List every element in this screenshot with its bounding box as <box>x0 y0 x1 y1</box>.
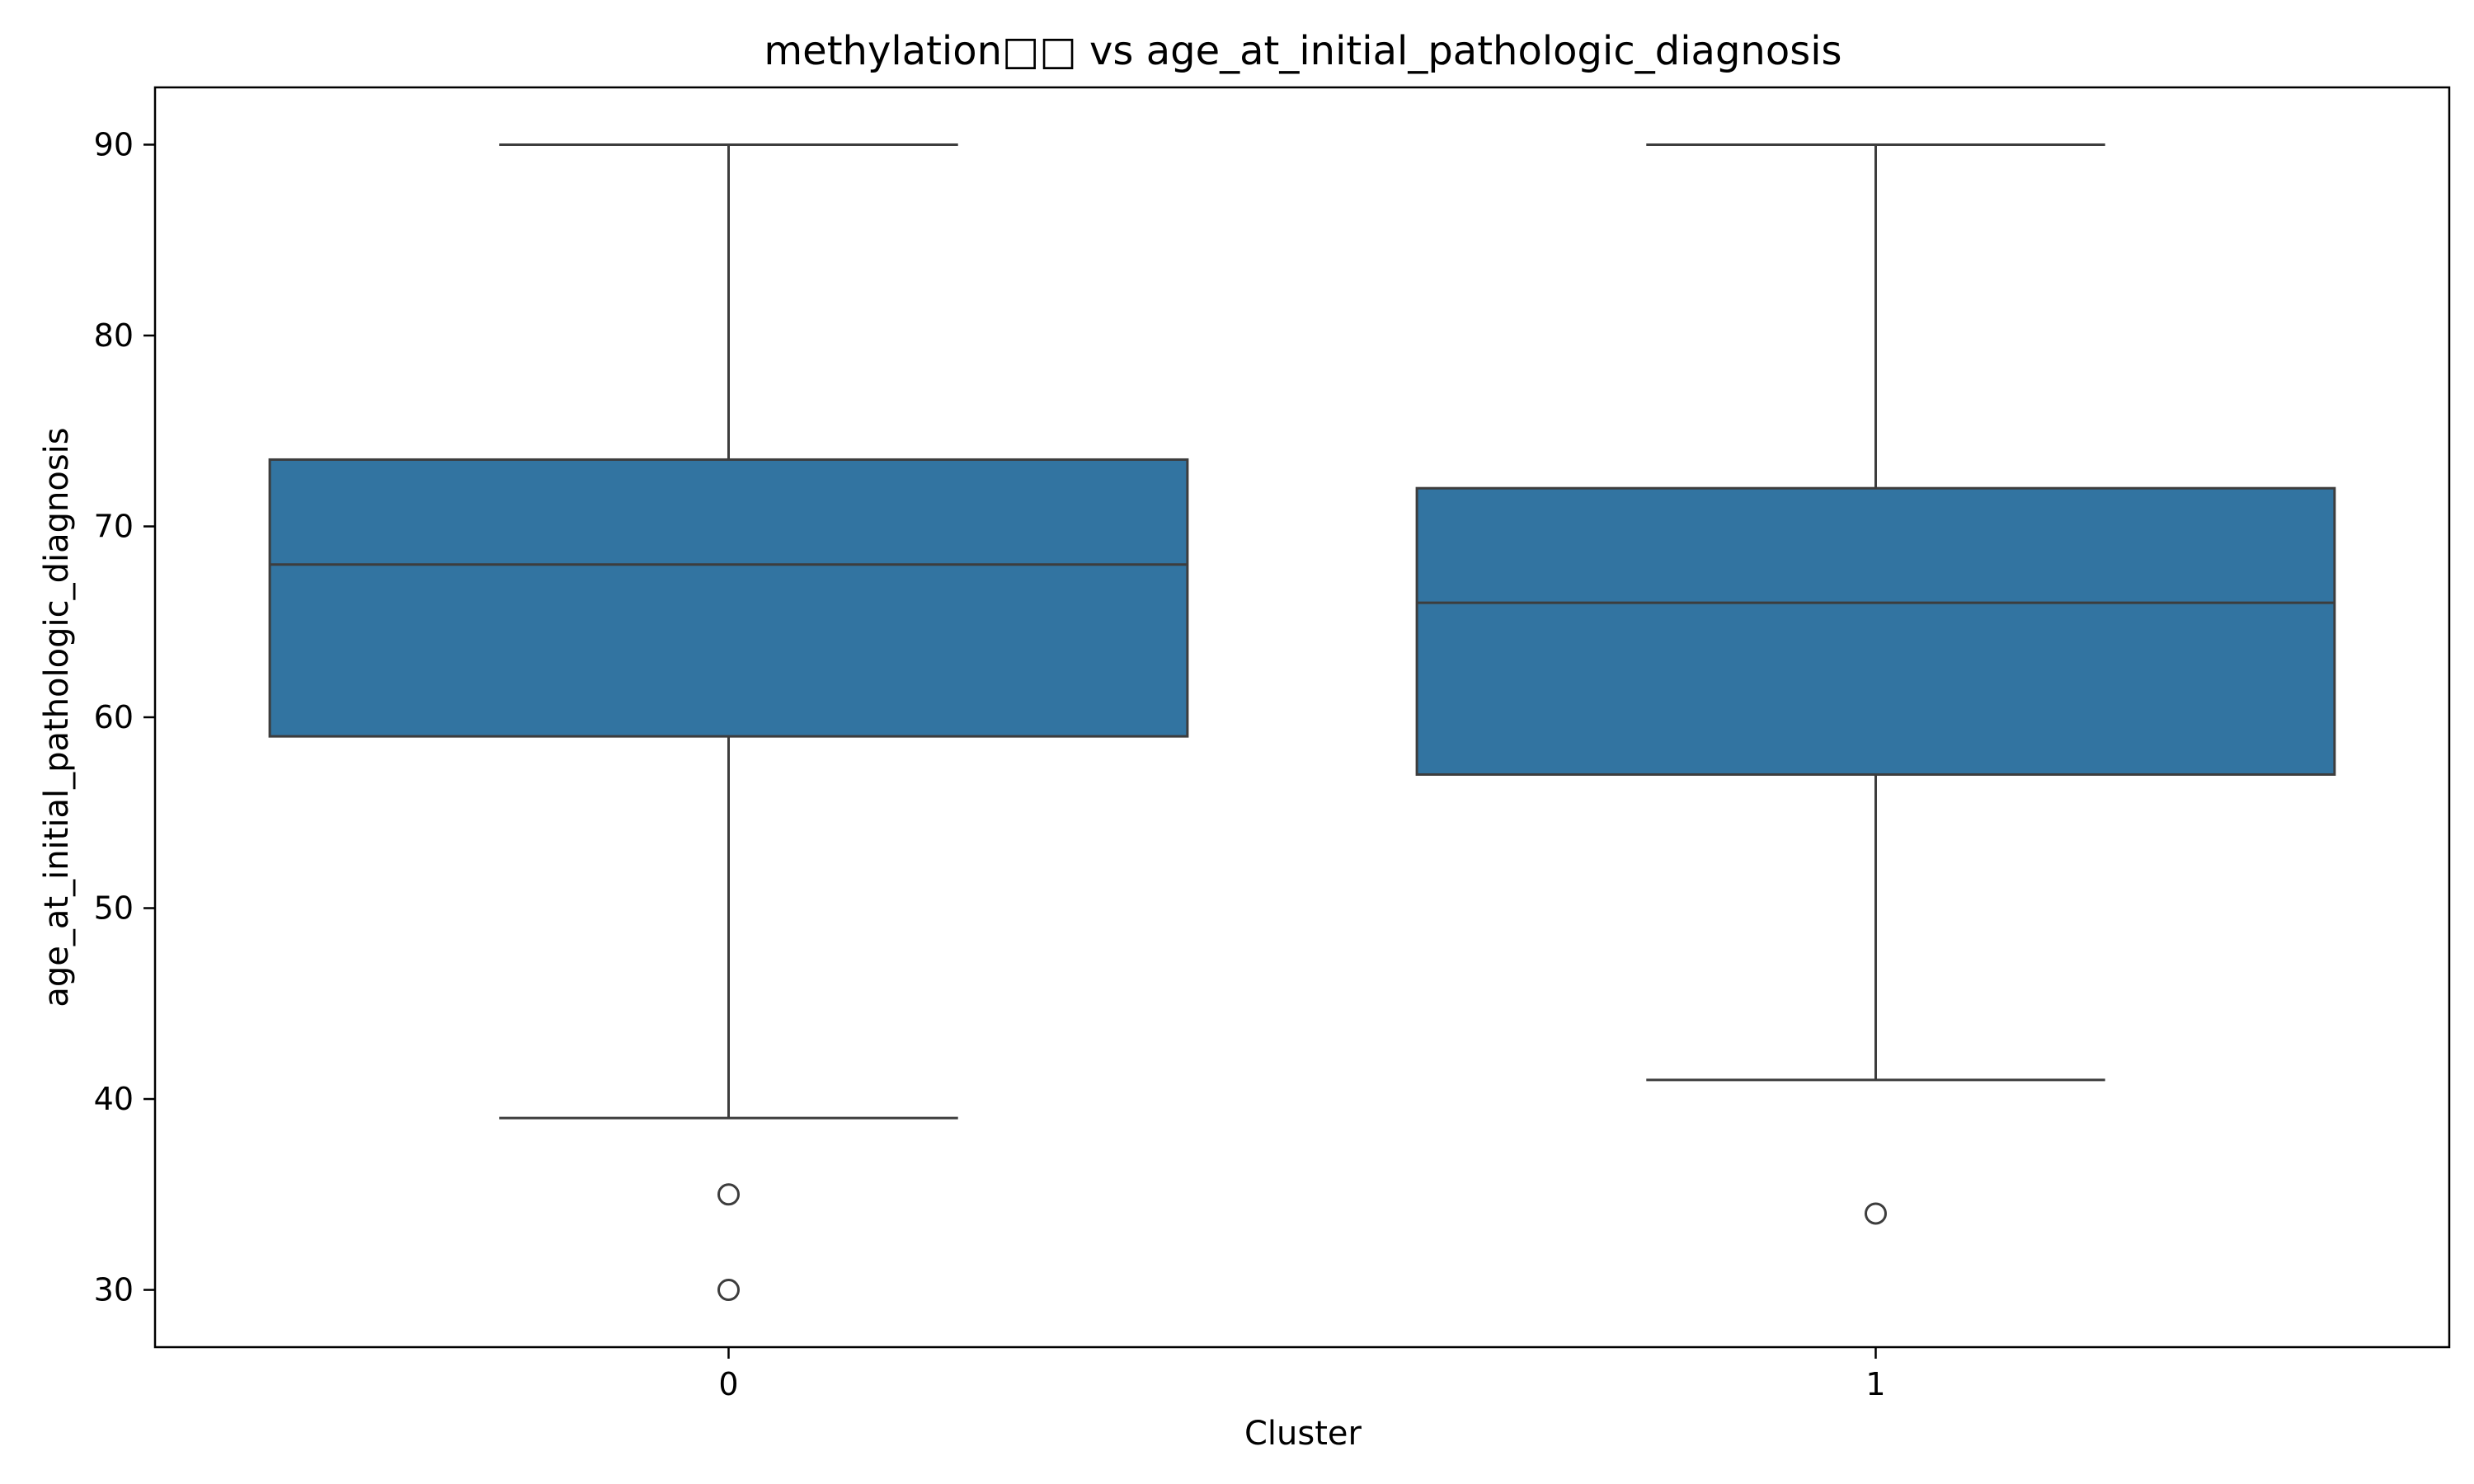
y-tick-label: 30 <box>94 1272 134 1308</box>
y-tick-label: 90 <box>94 126 134 162</box>
iqr-box <box>268 458 1189 738</box>
y-tick-label: 70 <box>94 508 134 544</box>
iqr-box <box>1415 486 2336 776</box>
y-tick-label: 50 <box>94 890 134 927</box>
x-tick-label: 1 <box>1865 1366 1885 1402</box>
y-tick-label: 80 <box>94 317 134 354</box>
outlier-point <box>1865 1202 1887 1225</box>
chart-title: methylation□□ vs age_at_initial_patholog… <box>764 28 1841 74</box>
y-axis-label: age_at_initial_pathologic_diagnosis <box>38 427 76 1007</box>
y-tick-label: 60 <box>94 699 134 735</box>
y-tick-label: 40 <box>94 1081 134 1117</box>
x-tick-label: 0 <box>718 1366 738 1402</box>
box-group-cluster-1 <box>1415 143 2336 1225</box>
outlier-point <box>717 1279 740 1302</box>
box-group-cluster-0 <box>268 143 1189 1302</box>
plot-area <box>268 143 2336 1302</box>
y-axis: 30 40 50 60 70 80 90 <box>94 126 155 1308</box>
x-axis-label: Cluster <box>1244 1415 1362 1453</box>
outlier-point <box>717 1183 740 1206</box>
